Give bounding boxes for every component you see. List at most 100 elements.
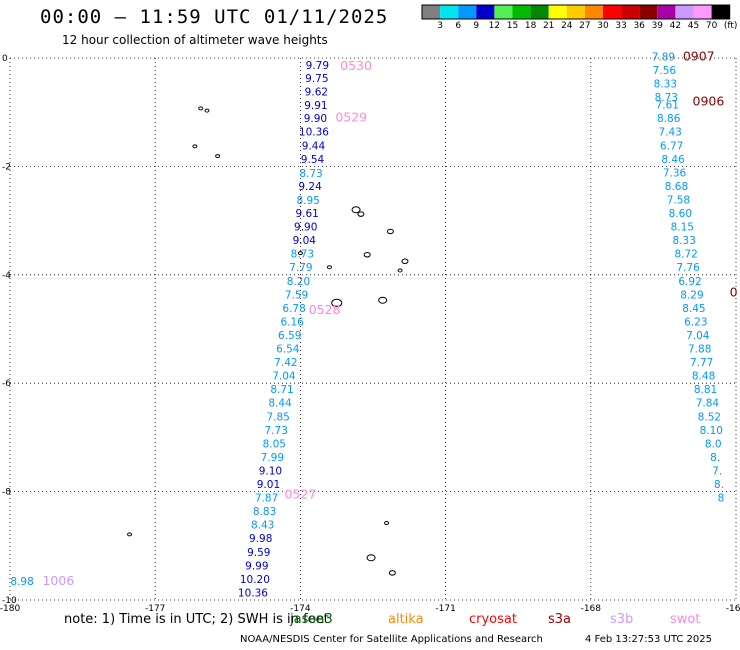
colorbar-tick-label: 3 xyxy=(437,21,443,31)
colorbar-swatch xyxy=(711,5,730,19)
wave-height-label: 6.77 xyxy=(660,140,683,152)
wave-height-label: 7.36 xyxy=(663,167,687,179)
colorbar-swatch xyxy=(675,5,694,19)
wave-height-label: 8.60 xyxy=(669,208,692,220)
wave-height-label: 6.54 xyxy=(276,344,300,356)
wave-height-label: 8.43 xyxy=(251,520,274,532)
colorbar-tick-label: 24 xyxy=(561,21,573,31)
colorbar-tick-label: 21 xyxy=(542,21,555,31)
wave-height-label: 7.58 xyxy=(667,194,690,206)
wave-height-label: 7.61 xyxy=(656,100,679,112)
wave-height-label: 8.0 xyxy=(705,438,722,450)
colorbar-tick-label: 15 xyxy=(506,21,519,31)
lon-tick-label: -168 xyxy=(581,604,602,614)
wave-height-label: 9.59 xyxy=(247,547,270,559)
colorbar-frame xyxy=(421,4,731,20)
island-outline xyxy=(198,106,204,111)
wave-height-label: 7. xyxy=(712,465,722,477)
pass-time-label: 0906 xyxy=(693,93,725,108)
wave-height-label: 7.89 xyxy=(652,51,675,63)
colorbar-swatch xyxy=(566,5,585,19)
colorbar-tick-label: 33 xyxy=(615,21,627,31)
page-subtitle: 12 hour collection of altimeter wave hei… xyxy=(62,33,328,47)
colorbar-tick-label: 30 xyxy=(597,21,609,31)
island-outline xyxy=(351,206,361,214)
wave-height-label: 7.42 xyxy=(274,357,297,369)
colorbar-tick-label: 36 xyxy=(633,21,645,31)
wave-height-label: 6.23 xyxy=(684,316,707,328)
wave-height-label: 8.83 xyxy=(253,506,276,518)
wave-height-label: 8.72 xyxy=(674,249,697,261)
island-outline xyxy=(378,296,388,304)
lat-tick-label: -2 xyxy=(2,162,11,172)
wave-height-label: 6.59 xyxy=(278,330,301,342)
colorbar xyxy=(421,4,731,20)
wave-height-label: 8.86 xyxy=(657,113,681,125)
colorbar-tick-label: 12 xyxy=(488,21,501,31)
wave-height-label: 8. xyxy=(714,479,724,491)
island-outline xyxy=(215,154,221,159)
wave-height-label: 8.10 xyxy=(700,425,723,437)
wave-height-label: 9.98 xyxy=(249,533,272,545)
wave-height-label: 8.44 xyxy=(268,398,292,410)
wave-height-label: 8.29 xyxy=(680,289,703,301)
page-title: 00:00 – 11:59 UTC 01/11/2025 xyxy=(40,6,389,28)
altimeter-tracks: 9.799.759.629.919.9010.369.449.548.739.2… xyxy=(10,51,724,599)
wave-height-label: 7.56 xyxy=(653,65,677,77)
colorbar-tick-label: 18 xyxy=(524,21,537,31)
pass-time-label: 0907 xyxy=(683,48,715,63)
island-outline xyxy=(388,570,396,576)
colorbar-unit: (ft) xyxy=(723,21,738,31)
wave-height-label: 8.73 xyxy=(299,168,322,180)
wave-height-label: 8.33 xyxy=(673,235,696,247)
pass-time-label: 0527 xyxy=(284,486,316,501)
wave-height-label: 8.73 xyxy=(655,92,678,104)
wave-height-label: 8.52 xyxy=(698,411,721,423)
wave-height-label: 8.45 xyxy=(682,303,705,315)
wave-height-label: 7.79 xyxy=(289,262,312,274)
lon-tick-label: -165 xyxy=(726,604,740,614)
pass-time-label: 0530 xyxy=(340,58,372,73)
colorbar-swatch xyxy=(422,5,441,19)
wave-height-label: 7.73 xyxy=(265,425,288,437)
wave-height-label: 8.73 xyxy=(291,249,314,261)
pass-time-label: 0529 xyxy=(335,110,367,125)
satellite-legend-jason3: jason3 xyxy=(290,612,333,627)
wave-height-label: 8.68 xyxy=(665,181,688,193)
footer-credit: NOAA/NESDIS Center for Satellite Applica… xyxy=(240,634,543,645)
wave-height-label: 8.15 xyxy=(671,222,694,234)
island-outline xyxy=(192,144,198,149)
island-outline xyxy=(366,554,376,562)
island-outline xyxy=(326,265,332,270)
wave-height-label: 9.44 xyxy=(302,140,326,152)
graticule: -180 -177 -174 -171 -168 -165 0 -2 -4 -6 -8 -10 xyxy=(0,54,740,614)
colorbar-swatch xyxy=(530,5,549,19)
wave-height-label: 6.16 xyxy=(280,316,304,328)
wave-height-label: 9.61 xyxy=(295,208,318,220)
wave-height-label: 8.98 xyxy=(10,576,33,588)
wave-height-label: 7.85 xyxy=(266,411,289,423)
wave-height-label: 8.71 xyxy=(270,384,293,396)
colorbar-tick-label: 27 xyxy=(579,21,591,31)
wave-height-label: 6.92 xyxy=(678,276,701,288)
lon-tick-label: -174 xyxy=(290,604,311,614)
colorbar-swatch xyxy=(603,5,622,19)
colorbar-swatch xyxy=(476,5,495,19)
lat-tick-label: -6 xyxy=(2,379,11,389)
wave-height-label: 9.79 xyxy=(306,60,329,72)
wave-height-label: 7.04 xyxy=(686,330,710,342)
wave-height-label: 8.20 xyxy=(287,276,310,288)
wave-height-label: 10.36 xyxy=(299,127,329,139)
island-outline xyxy=(363,251,371,258)
footer-timestamp: 4 Feb 13:27:53 UTC 2025 xyxy=(585,634,712,645)
colorbar-swatch xyxy=(548,5,567,19)
wave-height-label: 8.81 xyxy=(694,384,717,396)
satellite-legend-swot: swot xyxy=(670,612,701,627)
wave-height-label: 9.99 xyxy=(245,560,268,572)
wave-height-label: 9.24 xyxy=(298,181,322,193)
lon-tick-label: -177 xyxy=(145,604,165,614)
wave-height-label: 8.46 xyxy=(661,154,685,166)
island-outline xyxy=(357,211,365,217)
island-outline xyxy=(384,521,390,526)
colorbar-tick-label: 70 xyxy=(705,21,718,31)
